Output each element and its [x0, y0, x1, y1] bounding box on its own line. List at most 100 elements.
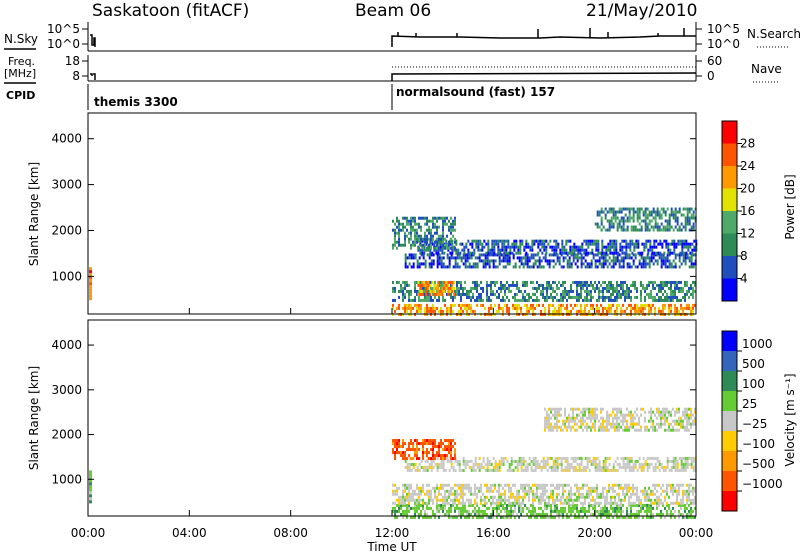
power-echo-cell: [479, 242, 482, 246]
velocity-echo-cell: [476, 495, 478, 499]
power-echo-cell: [425, 283, 428, 287]
power-echo-cell: [666, 256, 669, 260]
velocity-echo-cell: [618, 462, 621, 466]
velocity-echo-cell: [634, 503, 636, 507]
power-echo-cell: [450, 295, 452, 299]
velocity-echo-cell: [402, 498, 404, 502]
velocity-echo-cell: [452, 492, 454, 496]
velocity-echo-cell: [508, 483, 510, 487]
power-echo-cell: [443, 286, 446, 290]
power-echo-cell: [562, 283, 564, 287]
power-echo-cell: [608, 298, 610, 302]
power-echo-cell: [676, 219, 679, 223]
velocity-echo-cell: [582, 486, 584, 490]
velocity-echo-cell: [454, 515, 456, 519]
power-echo-cell: [644, 216, 647, 220]
power-echo-cell: [651, 248, 654, 252]
velocity-echo-cell: [602, 425, 604, 429]
power-echo-cell: [572, 259, 575, 263]
velocity-echo-cell: [524, 489, 526, 493]
power-echo-cell: [430, 246, 432, 250]
power-echo-cell: [426, 298, 428, 302]
velocity-echo-cell: [412, 506, 414, 510]
velocity-echo-cell: [416, 439, 418, 443]
velocity-echo-cell: [428, 501, 430, 505]
power-echo-cell: [426, 303, 428, 307]
power-echo-cell: [414, 280, 416, 284]
power-echo-cell: [470, 256, 473, 260]
power-echo-cell: [620, 292, 622, 296]
velocity-echo-cell: [612, 465, 615, 469]
velocity-echo-cell: [628, 503, 630, 507]
velocity-echo-cell: [476, 486, 478, 490]
velocity-echo-cell: [626, 459, 629, 463]
power-echo-cell: [404, 240, 406, 244]
colorbar-swatch: [722, 351, 737, 371]
velocity-echo-cell: [520, 459, 523, 463]
velocity-echo-cell: [500, 503, 502, 507]
velocity-echo-cell: [474, 512, 476, 516]
velocity-echo-cell: [392, 492, 394, 496]
power-echo-cell: [688, 228, 691, 232]
velocity-echo-cell: [402, 512, 404, 516]
power-echo-cell: [528, 259, 531, 263]
power-echo-cell: [626, 283, 628, 287]
power-echo-cell: [410, 228, 412, 232]
power-echo-cell: [602, 309, 604, 313]
velocity-echo-cell: [528, 515, 530, 519]
power-echo-cell: [611, 242, 614, 246]
velocity-echo-cell: [460, 483, 462, 487]
power-echo-cell: [590, 289, 592, 293]
velocity-echo-cell: [642, 456, 645, 460]
velocity-echo-cell: [584, 512, 586, 516]
velocity-echo-cell: [500, 492, 502, 496]
power-echo-cell: [617, 251, 620, 255]
velocity-echo-cell: [552, 425, 554, 429]
power-echo-cell: [501, 245, 504, 249]
velocity-echo-cell: [568, 416, 570, 420]
power-echo-cell: [498, 262, 501, 266]
velocity-echo-cell: [572, 459, 575, 463]
power-echo-cell: [642, 283, 644, 287]
velocity-echo-cell: [606, 422, 608, 426]
power-echo-cell: [510, 289, 512, 293]
power-echo-cell: [688, 259, 691, 263]
velocity-echo-cell: [422, 445, 424, 449]
power-echo-cell: [436, 262, 439, 266]
power-echo-cell: [517, 251, 520, 255]
velocity-echo-cell: [624, 486, 626, 490]
power-echo-cell: [438, 253, 441, 257]
velocity-echo-cell: [554, 501, 556, 505]
velocity-echo-cell: [522, 483, 524, 487]
power-echo-cell: [660, 289, 662, 293]
velocity-echo-cell: [424, 442, 426, 446]
power-echo-cell: [410, 256, 413, 260]
velocity-echo-cell: [504, 495, 506, 499]
power-echo-cell: [522, 292, 524, 296]
velocity-echo-cell: [690, 515, 692, 519]
power-echo-cell: [612, 265, 615, 269]
power-echo-cell: [668, 265, 671, 269]
velocity-echo-cell: [396, 439, 398, 443]
power-echo-cell: [428, 256, 431, 260]
velocity-echo-cell: [442, 457, 444, 461]
velocity-echo-cell: [562, 515, 564, 519]
velocity-echo-cell: [454, 489, 456, 493]
velocity-echo-cell: [550, 422, 552, 426]
velocity-echo-cell: [622, 498, 624, 502]
power-echo-cell: [608, 303, 610, 307]
velocity-echo-cell: [630, 495, 632, 499]
power-echo-cell: [492, 280, 494, 284]
velocity-echo-cell: [524, 459, 527, 463]
velocity-echo-cell: [608, 486, 610, 490]
power-echo-cell: [576, 295, 578, 299]
power-echo-cell: [592, 283, 594, 287]
power-echo-cell: [530, 256, 533, 260]
power-echo-cell: [424, 243, 426, 247]
velocity-echo-cell: [648, 515, 650, 519]
power-echo-cell: [572, 253, 575, 257]
velocity-echo-cell: [692, 492, 694, 496]
power-echo-cell: [504, 289, 506, 293]
power-echo-cell: [398, 231, 400, 235]
power-echo-cell: [690, 265, 693, 269]
